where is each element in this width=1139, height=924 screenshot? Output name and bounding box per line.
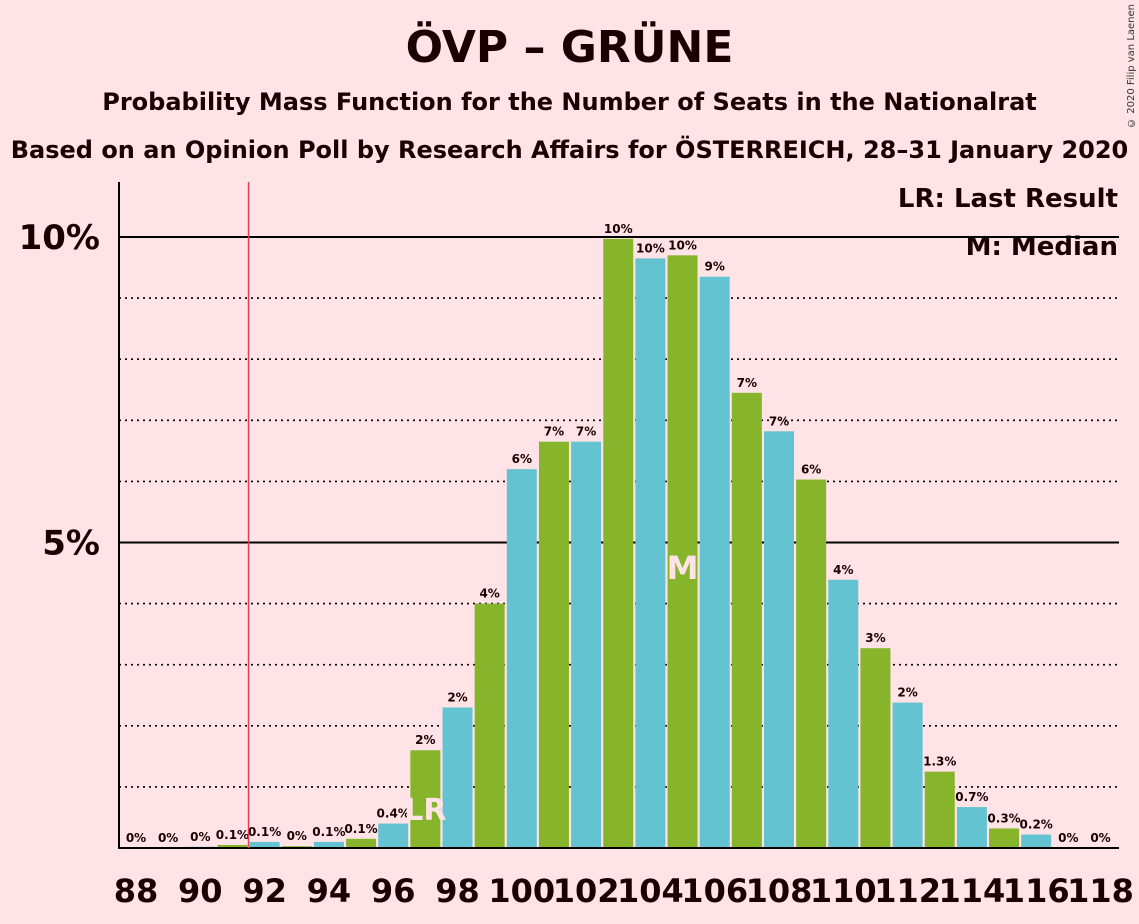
value-label-seat-98: 2% [447,690,467,704]
bar-seat-96 [378,823,409,848]
bar-seat-91 [217,844,248,848]
chart-subtitle: Probability Mass Function for the Number… [102,88,1037,116]
bar-seat-113 [924,771,955,848]
value-label-seat-96: 0.4% [377,807,410,821]
x-tick-label: 104 [617,872,684,910]
value-label-seat-88: 0% [126,831,146,845]
x-tick-label: 88 [114,872,159,910]
value-label-seat-92: 0.1% [248,825,281,839]
last-result-marker: LR [404,793,446,828]
x-tick-label: 116 [1003,872,1070,910]
value-label-seat-114: 0.7% [955,790,988,804]
legend-last-result: LR: Last Result [897,184,1118,214]
value-label-seat-107: 7% [737,376,757,390]
bar-seat-95 [346,838,377,848]
value-label-seat-108: 7% [769,414,789,428]
value-label-seat-100: 6% [512,452,532,466]
value-label-seat-117: 0% [1058,831,1078,845]
value-label-seat-91: 0.1% [216,828,249,842]
x-tick-label: 98 [435,872,480,910]
bar-seat-109 [796,479,827,848]
x-tick-label: 108 [746,872,813,910]
x-tick-label: 96 [371,872,416,910]
value-label-seat-113: 1.3% [923,755,956,769]
bar-seat-98 [442,707,473,848]
bar-seat-102 [571,441,602,848]
bar-seat-103 [603,238,634,848]
bar-seat-107 [731,392,762,848]
value-label-seat-111: 3% [865,631,885,645]
x-tick-label: 100 [488,872,555,910]
x-tick-label: 102 [553,872,620,910]
y-tick-label: 10% [19,218,100,258]
bar-seat-108 [764,431,794,848]
value-label-seat-95: 0.1% [344,822,377,836]
axes [118,182,1119,849]
value-label-seat-105: 10% [668,238,697,252]
y-tick-label: 5% [42,524,100,564]
markers: LR M [247,182,699,848]
bar-seat-99 [474,603,505,848]
value-label-seat-118: 0% [1090,831,1110,845]
bar-seat-105 [667,255,698,848]
x-tick-label: 118 [1067,872,1134,910]
bar-seat-101 [538,441,569,848]
median-marker: M [667,549,699,587]
x-tick-label: 112 [874,872,941,910]
value-label-seat-101: 7% [544,425,564,439]
x-tick-label: 94 [307,872,352,910]
bar-seat-110 [828,579,859,848]
x-tick-label: 92 [242,872,287,910]
bar-seat-106 [699,276,730,849]
value-label-seat-97: 2% [415,733,435,747]
bar-seat-115 [989,828,1020,848]
bar-seat-111 [860,648,891,848]
bar-seat-114 [956,807,987,848]
bar-seat-116 [1021,834,1052,848]
x-tick-label: 110 [810,872,877,910]
value-label-seat-109: 6% [801,463,821,477]
value-label-seat-106: 9% [705,260,725,274]
x-tick-label: 106 [681,872,748,910]
chart-title: ÖVP – GRÜNE [405,22,734,73]
bar-seat-112 [892,702,923,848]
bar-seat-97 [410,750,441,848]
value-label-seat-103: 10% [604,222,633,236]
bar-seat-100 [506,469,537,848]
bar-seat-94 [313,841,344,848]
value-label-seat-116: 0.2% [1020,818,1053,832]
value-label-seat-115: 0.3% [987,811,1020,825]
value-label-seat-93: 0% [287,829,307,843]
value-label-seat-89: 0% [158,831,178,845]
value-label-seat-94: 0.1% [312,825,345,839]
value-label-seat-102: 7% [576,425,596,439]
bar-seat-92 [249,841,280,848]
value-label-seat-90: 0% [190,830,210,844]
value-labels: 0% 0% 0% 0.1%0.1% 0% 0.1%0.1%0.4%2%2%4%6%7% 7%… [126,222,1111,845]
x-tick-label: 90 [178,872,223,910]
tick-labels: 88 90 92 94 96 98 1001021041061081101121141161… [19,218,1134,910]
value-label-seat-112: 2% [897,686,917,700]
value-label-seat-104: 10% [636,241,665,255]
bars [185,238,1052,849]
chart-source-note: Based on an Opinion Poll by Research Aff… [10,136,1129,164]
x-tick-label: 114 [939,872,1006,910]
value-label-seat-110: 4% [833,563,853,577]
value-label-seat-99: 4% [479,587,499,601]
bar-seat-104 [635,258,666,848]
